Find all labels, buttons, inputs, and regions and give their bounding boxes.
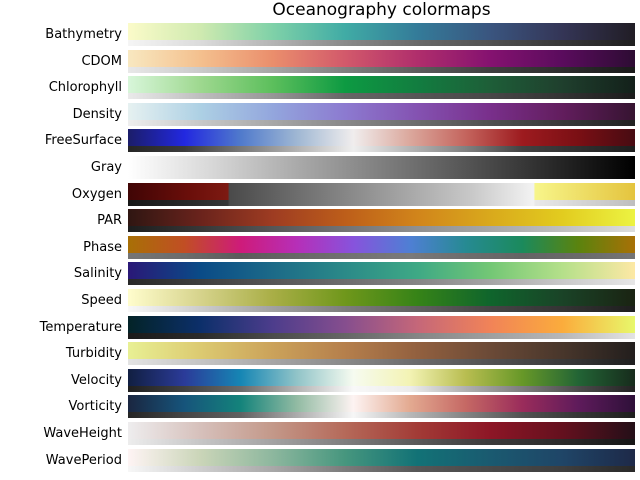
colormap-bar-density [128, 103, 635, 126]
colormap-label: Velocity [71, 373, 122, 388]
colormap-gradient [128, 289, 635, 306]
colormap-bar-turbidity [128, 342, 635, 365]
colormap-label: Salinity [73, 266, 122, 281]
colormap-bar-temperature [128, 316, 635, 339]
colormap-bar-waveheight [128, 422, 635, 445]
colormap-gradient [128, 395, 635, 412]
colormap-bar-chlorophyll [128, 76, 635, 99]
colormap-gradient [128, 50, 635, 67]
colormap-gradient [128, 236, 635, 253]
colormap-grayscale-strip [128, 67, 635, 73]
colormap-label: FreeSurface [44, 133, 122, 148]
colormap-label: PAR [97, 213, 122, 228]
colormap-grayscale-strip [128, 200, 635, 206]
colormap-gradient [128, 369, 635, 386]
colormap-bar-vorticity [128, 395, 635, 418]
colormap-grayscale-strip [128, 279, 635, 285]
colormap-row-phase: Phase [0, 236, 640, 259]
colormap-grayscale-strip [128, 93, 635, 99]
colormap-row-chlorophyll: Chlorophyll [0, 76, 640, 99]
colormap-label: Vorticity [68, 399, 122, 414]
colormap-row-velocity: Velocity [0, 369, 640, 392]
colormap-label: CDOM [81, 54, 122, 69]
colormap-row-gray: Gray [0, 156, 640, 179]
colormap-row-waveperiod: WavePeriod [0, 449, 640, 472]
colormap-row-par: PAR [0, 209, 640, 232]
colormap-gradient [128, 156, 635, 173]
colormap-grayscale-strip [128, 333, 635, 339]
colormap-gradient [128, 262, 635, 279]
colormap-grayscale-strip [128, 173, 635, 179]
colormap-row-density: Density [0, 103, 640, 126]
colormap-bar-cdom [128, 50, 635, 73]
colormap-row-freesurface: FreeSurface [0, 129, 640, 152]
colormap-row-temperature: Temperature [0, 316, 640, 339]
colormap-grayscale-strip [128, 226, 635, 232]
colormap-row-waveheight: WaveHeight [0, 422, 640, 445]
colormap-grayscale-strip [128, 466, 635, 472]
colormap-gradient [128, 422, 635, 439]
figure-title: Oceanography colormaps [272, 0, 491, 20]
colormap-grayscale-strip [128, 412, 635, 418]
colormap-label: Turbidity [65, 346, 122, 361]
colormap-label: WavePeriod [45, 453, 122, 468]
colormap-bar-velocity [128, 369, 635, 392]
colormap-gradient [128, 316, 635, 333]
colormap-grayscale-strip [128, 146, 635, 152]
colormap-label: WaveHeight [43, 426, 122, 441]
colormap-bar-phase [128, 236, 635, 259]
colormap-bar-salinity [128, 262, 635, 285]
colormap-bar-waveperiod [128, 449, 635, 472]
colormap-bar-speed [128, 289, 635, 312]
colormap-row-oxygen: Oxygen [0, 183, 640, 206]
colormap-grayscale-strip [128, 40, 635, 46]
colormap-row-cdom: CDOM [0, 50, 640, 73]
colormap-label: Temperature [39, 320, 122, 335]
colormap-grayscale-strip [128, 439, 635, 445]
colormap-label: Speed [81, 293, 122, 308]
colormap-gradient [128, 129, 635, 146]
colormap-bar-oxygen [128, 183, 635, 206]
colormap-grayscale-strip [128, 253, 635, 259]
colormap-label: Density [72, 107, 122, 122]
colormap-row-turbidity: Turbidity [0, 342, 640, 365]
colormap-bar-freesurface [128, 129, 635, 152]
colormap-label: Phase [83, 240, 122, 255]
colormap-row-speed: Speed [0, 289, 640, 312]
colormap-grayscale-strip [128, 120, 635, 126]
colormap-gradient [128, 23, 635, 40]
colormap-bar-gray [128, 156, 635, 179]
colormap-gradient [128, 342, 635, 359]
colormap-bar-par [128, 209, 635, 232]
colormap-gradient [128, 76, 635, 93]
colormap-label: Chlorophyll [48, 80, 122, 95]
colormap-bar-bathymetry [128, 23, 635, 46]
colormap-row-vorticity: Vorticity [0, 395, 640, 418]
colormap-row-salinity: Salinity [0, 262, 640, 285]
colormap-label: Bathymetry [45, 27, 122, 42]
colormap-gradient [128, 183, 635, 200]
colormap-grayscale-strip [128, 386, 635, 392]
colormap-grayscale-strip [128, 359, 635, 365]
colormap-gradient [128, 103, 635, 120]
colormap-gradient [128, 449, 635, 466]
colormap-row-bathymetry: Bathymetry [0, 23, 640, 46]
colormap-gradient [128, 209, 635, 226]
colormap-label: Gray [90, 160, 122, 175]
colormap-label: Oxygen [71, 187, 122, 202]
colormap-grayscale-strip [128, 306, 635, 312]
